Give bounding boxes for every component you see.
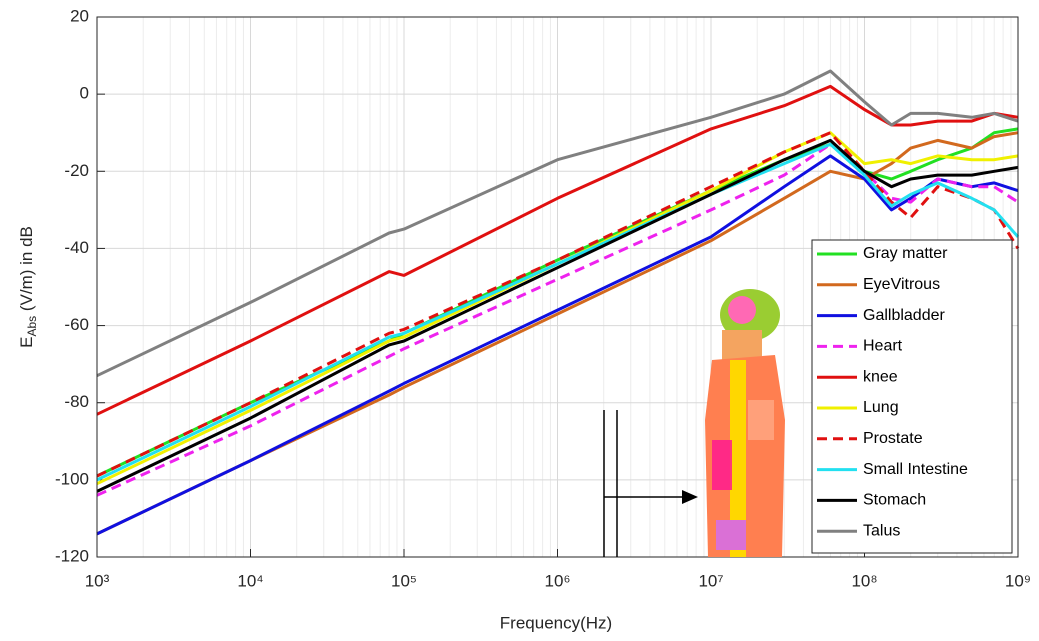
- y-tick-label: -120: [55, 546, 89, 565]
- y-tick-label: 20: [70, 6, 89, 25]
- series-line: [96, 142, 1019, 497]
- legend-label: Gray matter: [863, 245, 948, 262]
- y-tick-label: -20: [64, 161, 89, 180]
- series-line: [96, 131, 1019, 536]
- series-line: [96, 131, 1019, 486]
- organ: [716, 520, 746, 550]
- legend-label: Talus: [863, 522, 900, 539]
- legend-label: knee: [863, 368, 898, 385]
- y-label-main: E: [17, 337, 36, 348]
- x-axis-label: Frequency(Hz): [500, 613, 612, 632]
- axes-box: [96, 16, 1019, 558]
- annotation-arrow: [603, 410, 698, 557]
- legend: Gray matter EyeVitrous Gallbladder Heart kne…: [811, 239, 1013, 554]
- x-tick-label: 10⁷: [698, 571, 723, 590]
- legend-label: Small Intestine: [863, 461, 968, 478]
- x-tick-label: 10⁹: [1005, 571, 1031, 590]
- lines: [96, 69, 1020, 536]
- series-line: [96, 69, 1019, 378]
- y-tick-label: -60: [64, 315, 89, 334]
- legend-label: Stomach: [863, 492, 926, 509]
- y-tick-label: 0: [80, 84, 89, 103]
- head-part: [728, 296, 756, 324]
- x-tick-label: 10⁴: [237, 571, 263, 590]
- x-tick-label: 10³: [85, 571, 110, 590]
- legend-label: Prostate: [863, 430, 923, 447]
- x-tick-label: 10⁵: [391, 571, 417, 590]
- legend-label: Gallbladder: [863, 307, 946, 324]
- series-line: [96, 84, 1019, 416]
- y-tick-label: -80: [64, 392, 89, 411]
- y-label-sub: Abs: [25, 316, 39, 337]
- y-axis-label: EAbs (V/m) in dB: [17, 226, 39, 348]
- x-tick-label: 10⁶: [545, 571, 571, 590]
- series-line: [96, 154, 1019, 536]
- y-tick-label: -100: [55, 469, 89, 488]
- body-model: [705, 289, 785, 557]
- x-tick-label: 10⁸: [851, 571, 877, 590]
- y-label-rest: (V/m) in dB: [17, 226, 36, 316]
- y-tick-label: -40: [64, 238, 89, 257]
- legend-label: Lung: [863, 399, 899, 416]
- neck: [722, 330, 762, 360]
- spine: [730, 360, 746, 557]
- arrow-head: [682, 490, 698, 504]
- series-line: [96, 142, 1020, 482]
- organ: [748, 400, 774, 440]
- legend-label: EyeVitrous: [863, 276, 940, 293]
- organ: [712, 440, 732, 490]
- series-line: [96, 138, 1019, 493]
- legend-label: Heart: [863, 338, 903, 355]
